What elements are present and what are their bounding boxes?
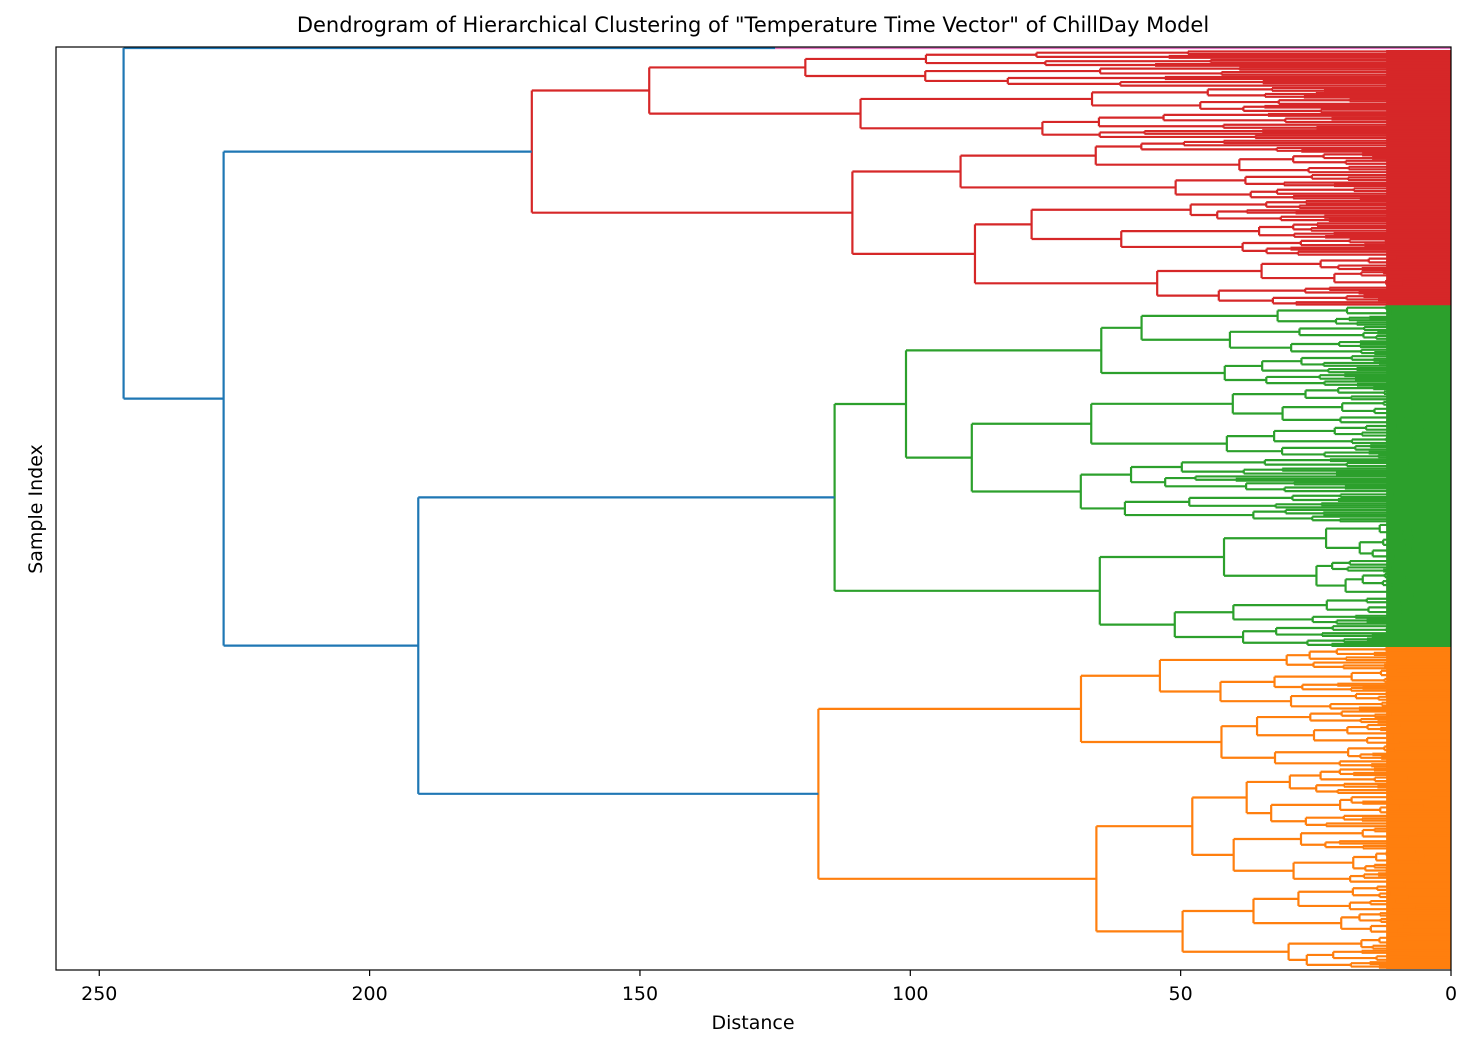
x-tick-label: 0: [1445, 983, 1457, 1005]
x-axis-label: Distance: [711, 1012, 794, 1034]
x-tick-label: 200: [351, 983, 387, 1005]
plot-frame: [55, 46, 1452, 971]
x-tick-label: 50: [1169, 983, 1193, 1005]
chart-title: Dendrogram of Hierarchical Clustering of…: [297, 13, 1209, 37]
x-tick-label: 250: [81, 983, 117, 1005]
x-axis: 250 200 150 100 50 0: [81, 970, 1457, 1005]
y-axis-label: Sample Index: [25, 444, 47, 574]
x-tick-label: 100: [892, 983, 928, 1005]
x-tick-label: 150: [622, 983, 658, 1005]
